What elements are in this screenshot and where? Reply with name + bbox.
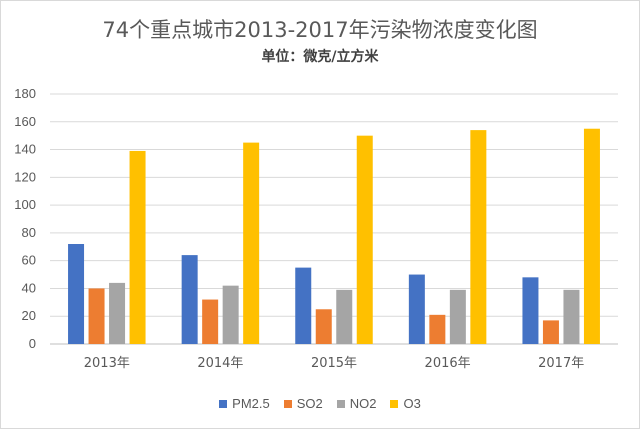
legend-label: O3 [403, 396, 421, 411]
bar-o3-2 [356, 135, 373, 344]
chart-title: 74个重点城市2013-2017年污染物浓度变化图 [102, 18, 538, 42]
legend-label: PM2.5 [232, 396, 270, 411]
bar-o3-1 [243, 142, 260, 344]
chart-subtitle: 单位：微克/立方米 [261, 49, 379, 65]
y-tick-label: 20 [22, 308, 36, 323]
legend-item: SO2 [283, 396, 323, 411]
y-tick-label: 120 [14, 169, 36, 184]
legend-swatch [390, 399, 399, 408]
bar-pm25-2 [295, 267, 312, 344]
chart-legend: PM2.5 SO2 NO2 O3 [0, 396, 640, 411]
x-tick-label: 2013年 [84, 356, 130, 371]
bar-o3-3 [470, 130, 487, 344]
bar-pm25-3 [408, 274, 425, 344]
x-tick-label: 2015年 [311, 356, 357, 371]
y-tick-label: 160 [14, 114, 36, 129]
legend-item: O3 [390, 396, 421, 411]
bar-no2-3 [449, 289, 466, 344]
bar-o3-0 [129, 150, 146, 344]
bar-so2-4 [542, 320, 559, 344]
bar-pm25-1 [181, 255, 198, 344]
bar-no2-1 [222, 285, 239, 344]
legend-item: PM2.5 [219, 396, 270, 411]
y-tick-label: 0 [29, 336, 36, 351]
bar-no2-4 [563, 289, 580, 344]
y-tick-label: 100 [14, 197, 36, 212]
legend-swatch [336, 399, 345, 408]
legend-label: SO2 [296, 396, 323, 411]
legend-item: NO2 [336, 396, 377, 411]
legend-swatch [219, 399, 228, 408]
y-tick-label: 60 [22, 253, 36, 268]
legend-swatch [283, 399, 292, 408]
x-tick-label: 2017年 [538, 356, 584, 371]
bar-pm25-0 [68, 244, 85, 344]
x-tick-label: 2016年 [425, 356, 471, 371]
bar-no2-2 [336, 289, 353, 344]
y-tick-label: 40 [22, 280, 36, 295]
bar-o3-4 [583, 128, 600, 344]
bar-so2-1 [202, 299, 219, 344]
y-tick-label: 180 [14, 86, 36, 101]
y-tick-label: 140 [14, 142, 36, 157]
bar-so2-0 [88, 288, 105, 344]
legend-label: NO2 [349, 396, 377, 411]
y-tick-label: 80 [22, 225, 36, 240]
bar-so2-3 [429, 314, 446, 344]
x-tick-label: 2014年 [197, 356, 243, 371]
bar-so2-2 [315, 309, 332, 344]
bar-no2-0 [109, 282, 126, 344]
bar-pm25-4 [522, 277, 539, 344]
